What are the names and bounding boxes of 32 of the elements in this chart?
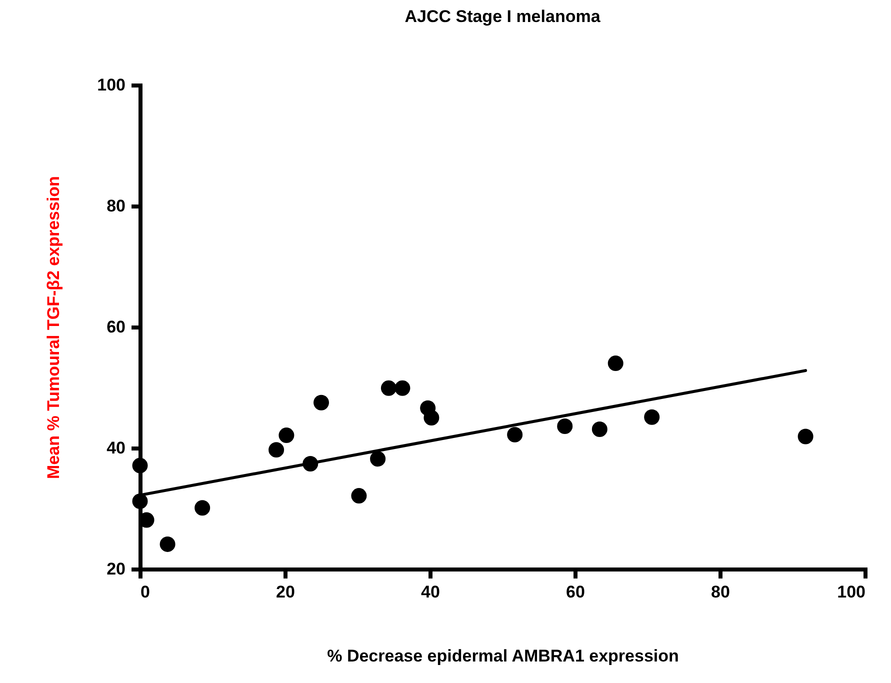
x-tick-label: 0 xyxy=(140,582,150,602)
point xyxy=(424,410,440,426)
point xyxy=(798,428,814,444)
point xyxy=(194,500,210,516)
point xyxy=(314,394,329,410)
y-tick-label: 100 xyxy=(97,76,126,94)
chart-title: AJCC Stage I melanoma xyxy=(404,7,601,26)
x-tick-label: 80 xyxy=(711,582,730,602)
point xyxy=(557,418,573,434)
point xyxy=(507,426,523,442)
point xyxy=(370,451,386,467)
point xyxy=(132,458,148,474)
point xyxy=(351,488,367,504)
y-tick-label: 80 xyxy=(106,196,126,216)
x-axis-title: % Decrease epidermal AMBRA1 expression xyxy=(327,646,679,666)
x-tick-label: 100 xyxy=(837,582,866,602)
point xyxy=(160,536,176,552)
y-tick-label: 40 xyxy=(106,438,126,458)
y-tick-label: 60 xyxy=(106,318,126,336)
y-axis-title: Mean % Tumoural TGF-β2 expression xyxy=(44,176,64,479)
x-tick-label: 60 xyxy=(566,582,585,602)
point xyxy=(644,409,660,425)
x-tick-label: 20 xyxy=(276,582,295,602)
y-tick-label: 20 xyxy=(106,560,126,578)
point xyxy=(592,422,608,437)
point xyxy=(394,380,410,396)
point xyxy=(608,356,624,372)
point xyxy=(132,494,148,509)
x-tick-label: 40 xyxy=(421,582,440,602)
point xyxy=(268,442,284,458)
point xyxy=(380,380,396,396)
point xyxy=(278,428,294,444)
